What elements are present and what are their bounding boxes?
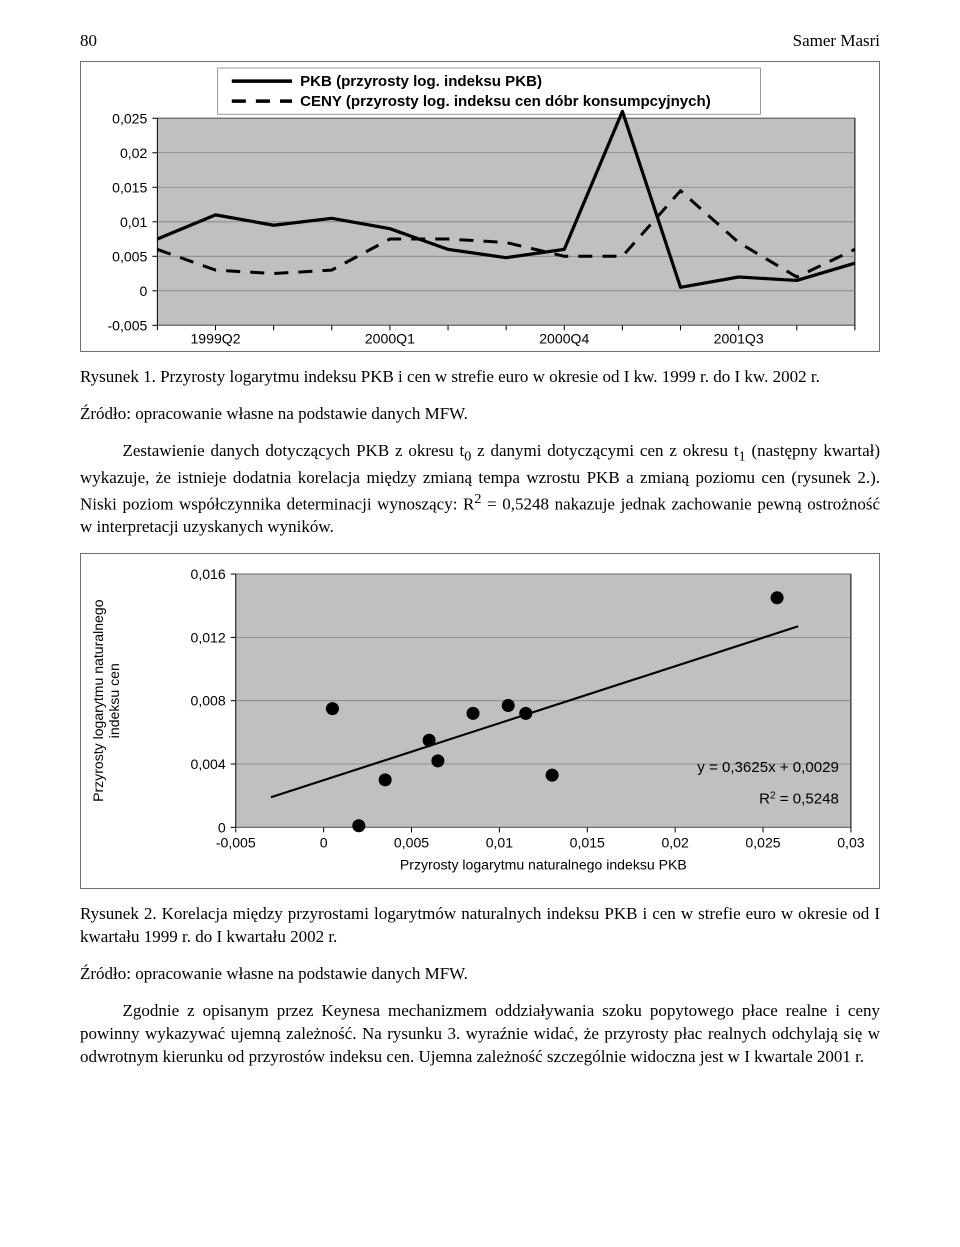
svg-text:CENY (przyrosty log. indeksu c: CENY (przyrosty log. indeksu cen dóbr ko… xyxy=(300,93,711,110)
chart1-svg: PKB (przyrosty log. indeksu PKB) CENY (pr… xyxy=(85,66,869,347)
svg-text:Przyrosty logarytmu naturalneg: Przyrosty logarytmu naturalnegoindeksu c… xyxy=(90,600,122,803)
svg-text:0,025: 0,025 xyxy=(112,110,147,126)
chart1-container: PKB (przyrosty log. indeksu PKB) CENY (pr… xyxy=(80,61,880,352)
svg-text:0,008: 0,008 xyxy=(191,693,226,709)
paragraph-2: Zgodnie z opisanym przez Keynesa mechani… xyxy=(80,1000,880,1069)
figure1-source: Źródło: opracowanie własne na podstawie … xyxy=(80,403,880,426)
figure1-caption: Rysunek 1. Przyrosty logarytmu indeksu P… xyxy=(80,366,880,389)
svg-text:y = 0,3625x + 0,0029: y = 0,3625x + 0,0029 xyxy=(697,759,839,776)
svg-text:-0,005: -0,005 xyxy=(107,317,147,333)
svg-text:PKB (przyrosty log. indeksu PK: PKB (przyrosty log. indeksu PKB) xyxy=(300,73,542,90)
svg-text:0: 0 xyxy=(140,283,148,299)
svg-text:0,016: 0,016 xyxy=(191,566,226,582)
svg-text:0,025: 0,025 xyxy=(745,835,780,851)
svg-text:0,02: 0,02 xyxy=(120,145,148,161)
svg-text:0: 0 xyxy=(320,835,328,851)
svg-text:0,005: 0,005 xyxy=(394,835,429,851)
svg-text:Przyrosty logarytmu naturalneg: Przyrosty logarytmu naturalnego indeksu … xyxy=(400,857,687,873)
svg-text:2001Q3: 2001Q3 xyxy=(714,330,764,346)
svg-text:0,01: 0,01 xyxy=(120,214,148,230)
chart2-container: 00,0040,0080,0120,016-0,00500,0050,010,0… xyxy=(80,553,880,889)
svg-text:1999Q2: 1999Q2 xyxy=(190,330,240,346)
svg-text:0,015: 0,015 xyxy=(112,179,147,195)
author-name: Samer Masri xyxy=(793,30,880,53)
svg-text:0,012: 0,012 xyxy=(191,630,226,646)
svg-text:0,005: 0,005 xyxy=(112,248,147,264)
svg-text:0: 0 xyxy=(218,820,226,836)
chart2-svg: 00,0040,0080,0120,016-0,00500,0050,010,0… xyxy=(85,562,869,884)
page-header: 80 Samer Masri xyxy=(80,30,880,53)
svg-text:-0,005: -0,005 xyxy=(216,835,256,851)
paragraph-1: Zestawienie danych dotyczących PKB z okr… xyxy=(80,440,880,539)
svg-text:0,03: 0,03 xyxy=(837,835,865,851)
figure2-source: Źródło: opracowanie własne na podstawie … xyxy=(80,963,880,986)
svg-text:0,02: 0,02 xyxy=(661,835,689,851)
figure2-caption: Rysunek 2. Korelacja między przyrostami … xyxy=(80,903,880,949)
svg-text:2000Q4: 2000Q4 xyxy=(539,330,589,346)
svg-text:2000Q1: 2000Q1 xyxy=(365,330,415,346)
page-number: 80 xyxy=(80,30,97,53)
svg-text:0,004: 0,004 xyxy=(191,756,226,772)
svg-text:0,01: 0,01 xyxy=(486,835,514,851)
svg-text:0,015: 0,015 xyxy=(570,835,605,851)
